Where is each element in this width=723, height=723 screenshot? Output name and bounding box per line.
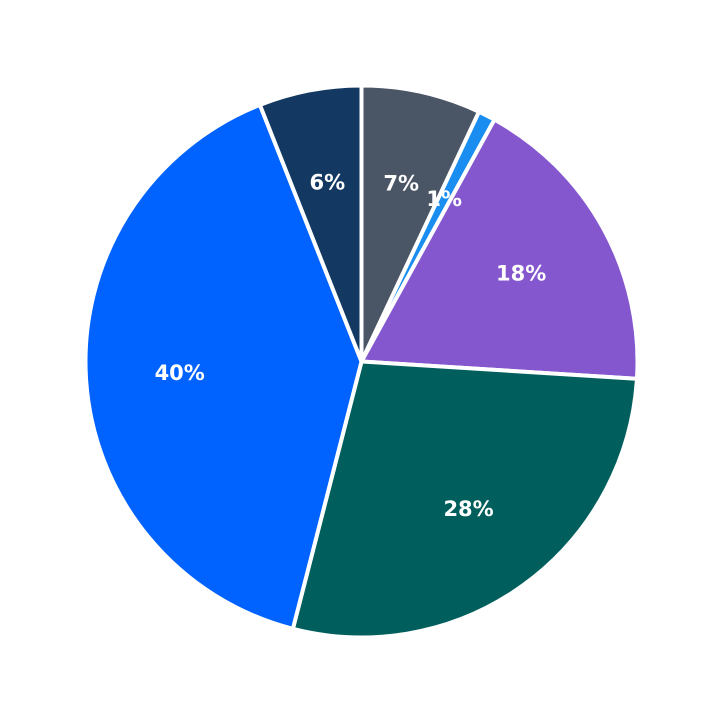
pie-slice-labels: 7% 1% 18% 28% 40% 6%	[155, 171, 547, 521]
pie-slice-18pct	[359, 117, 640, 381]
pie-label-28pct: 28%	[443, 497, 493, 521]
pie-label-18pct: 18%	[496, 262, 546, 286]
pie-label-6pct: 6%	[310, 171, 346, 195]
pie-label-40pct: 40%	[155, 361, 205, 385]
pie-label-7pct: 7%	[383, 172, 419, 196]
pie-slice-7pct	[359, 83, 482, 364]
pie-slice-6pct	[257, 83, 364, 364]
pie-slice-28pct	[290, 359, 639, 640]
pie-label-1pct: 1%	[426, 187, 462, 211]
pie-slice-40pct	[83, 102, 364, 631]
pie-slices	[83, 83, 640, 640]
